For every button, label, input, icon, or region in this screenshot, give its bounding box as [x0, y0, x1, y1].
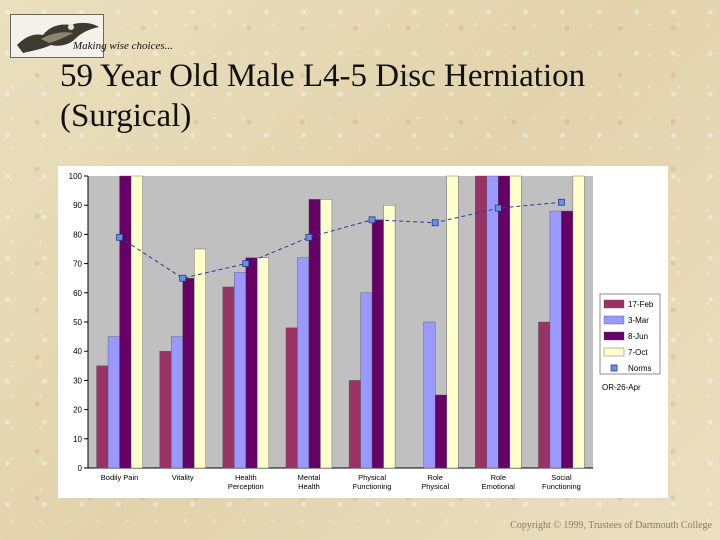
eagle-icon	[17, 22, 99, 53]
x-tick-label: Emotional	[482, 482, 516, 491]
norms-line	[119, 201, 562, 279]
legend-swatch-17-feb	[603, 299, 625, 309]
bar-7-oct	[257, 257, 270, 469]
x-tick-label: Vitality	[172, 473, 194, 482]
legend-label: 8-Jun	[628, 332, 648, 341]
norms-marker	[242, 260, 250, 267]
bar-3-mar	[297, 257, 310, 469]
bar-17-feb	[538, 321, 551, 469]
norms-marker	[494, 204, 502, 212]
x-tick-label: Social	[551, 473, 572, 482]
x-tick-label: Physical	[421, 482, 449, 491]
legend-swatch-7-oct	[603, 347, 625, 357]
page-title: 59 Year Old Male L4-5 Disc Herniation (S…	[60, 58, 586, 134]
bar-17-feb	[475, 175, 488, 469]
bar-7-oct	[130, 175, 143, 469]
x-tick-label: Bodily Pain	[101, 473, 139, 482]
x-tick-label: Perception	[228, 482, 264, 491]
y-tick-label: 20	[73, 406, 82, 415]
bar-7-oct	[509, 175, 522, 469]
legend-swatch-norms	[610, 364, 618, 372]
bar-8-jun	[245, 257, 258, 469]
legend-note: OR-26-Apr	[602, 383, 641, 392]
y-tick-label: 70	[73, 260, 82, 269]
bar-7-oct	[193, 248, 206, 469]
y-tick-label: 30	[73, 376, 82, 385]
bar-8-jun	[498, 175, 511, 469]
y-tick-label: 90	[73, 201, 82, 210]
y-tick-label: 40	[73, 347, 82, 356]
bar-17-feb	[285, 327, 298, 469]
norms-marker	[558, 198, 565, 206]
bar-17-feb	[96, 365, 109, 469]
logo	[10, 14, 104, 58]
bar-3-mar	[486, 175, 499, 469]
norms-marker	[368, 216, 376, 224]
x-tick-label: Mental	[298, 473, 321, 482]
x-tick-label: Role	[491, 473, 506, 482]
legend-label: 7-Oct	[628, 348, 648, 357]
x-tick-label: Health	[298, 482, 320, 491]
y-tick-label: 80	[73, 230, 82, 239]
bar-8-jun	[371, 219, 384, 469]
y-tick-label: 60	[73, 289, 82, 298]
bar-7-oct	[446, 175, 459, 469]
bar-8-jun	[182, 277, 195, 469]
x-tick-label: Role	[427, 473, 442, 482]
x-tick-label: Functioning	[353, 482, 392, 491]
y-tick-label: 0	[78, 464, 83, 473]
norms-marker	[179, 274, 187, 282]
bar-7-oct	[383, 205, 396, 469]
x-tick-label: Health	[235, 473, 257, 482]
bar-7-oct	[572, 175, 585, 469]
tagline: Making wise choices...	[73, 40, 173, 52]
y-tick-label: 10	[73, 435, 82, 444]
bar-8-jun	[561, 210, 574, 469]
y-tick-label: 50	[73, 318, 82, 327]
legend-swatch-3-mar	[603, 315, 625, 325]
bar-17-feb	[222, 286, 235, 469]
bar-17-feb	[159, 350, 172, 469]
bar-3-mar	[360, 292, 373, 469]
bar-8-jun	[434, 394, 447, 469]
legend-label: 3-Mar	[628, 316, 649, 325]
x-tick-label: Physical	[358, 473, 386, 482]
bar-8-jun	[119, 175, 132, 469]
norms-marker	[116, 233, 123, 241]
bar-17-feb	[348, 380, 361, 469]
legend-label: 17-Feb	[628, 300, 654, 309]
bar-3-mar	[549, 210, 562, 469]
bar-3-mar	[423, 321, 436, 469]
bar-3-mar	[234, 272, 247, 469]
bar-3-mar	[170, 336, 183, 469]
bar-7-oct	[320, 199, 333, 469]
norms-marker	[305, 233, 313, 241]
legend-swatch-8-jun	[603, 331, 625, 341]
x-tick-label: Functioning	[542, 482, 581, 491]
norms-marker	[431, 219, 439, 227]
legend-label: Norms	[628, 364, 652, 373]
copyright: Copyright © 1999, Trustees of Dartmouth …	[510, 520, 712, 531]
y-tick-label: 100	[69, 172, 83, 181]
bar-chart: 0 10 20 30 40 50 60 70 80 90 100 Bodily Pain Vitalit…	[58, 166, 668, 498]
bar-3-mar	[107, 336, 120, 469]
